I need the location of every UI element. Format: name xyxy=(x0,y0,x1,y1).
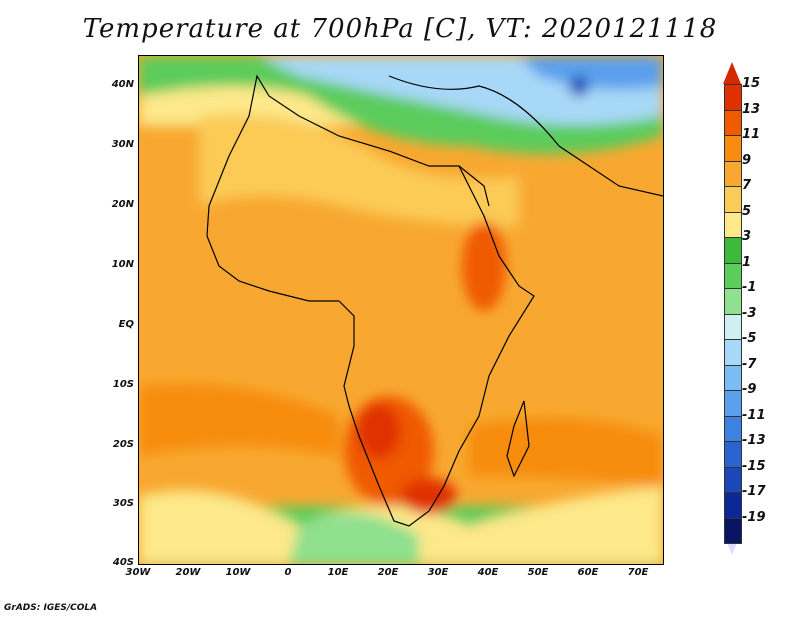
colorbar-swatch xyxy=(724,364,742,391)
colorbar-label: 1 xyxy=(742,254,752,270)
grads-credit: GrADS: IGES/COLA xyxy=(4,603,98,613)
colorbar-label: -5 xyxy=(742,331,757,346)
lon-label: 10W xyxy=(225,567,251,578)
lon-label: 50E xyxy=(527,567,549,578)
temperature-map xyxy=(138,55,664,565)
lat-label: 20N xyxy=(111,199,134,210)
colorbar-label: 9 xyxy=(742,152,752,168)
lat-label: 30S xyxy=(112,498,134,509)
colorbar-swatch xyxy=(724,517,742,544)
colorbar-label: -7 xyxy=(742,356,757,372)
lat-label: 30N xyxy=(111,139,134,150)
lon-label: 30W xyxy=(125,567,151,578)
colorbar-label: -9 xyxy=(742,382,757,397)
colorbar-swatch xyxy=(724,288,742,315)
colorbar-swatch xyxy=(724,466,742,493)
colorbar-label: -15 xyxy=(742,458,766,474)
colorbar-swatch xyxy=(724,109,742,136)
lon-label: 20E xyxy=(377,567,399,578)
colorbar-label: 7 xyxy=(742,178,752,193)
colorbar-swatch xyxy=(724,135,742,162)
lon-label: 60E xyxy=(577,567,599,578)
colorbar-label: 13 xyxy=(742,101,761,117)
colorbar-swatch xyxy=(724,160,742,187)
colorbar-swatch xyxy=(724,415,742,442)
colorbar-swatch xyxy=(724,211,742,238)
colorbar-swatch xyxy=(724,390,742,417)
colorbar-label: -1 xyxy=(742,280,757,295)
lat-label: 20S xyxy=(112,439,134,450)
colorbar-label: 11 xyxy=(742,127,761,142)
colorbar-swatch xyxy=(724,84,742,111)
colorbar-swatch xyxy=(724,339,742,366)
coastlines xyxy=(206,74,663,527)
colorbar-swatch xyxy=(724,186,742,213)
colorbar-label: -17 xyxy=(742,484,766,499)
lat-label: 10N xyxy=(111,259,134,270)
colorbar-swatch xyxy=(724,313,742,340)
lat-label: 40S xyxy=(112,557,134,568)
colorbar-swatch xyxy=(724,441,742,468)
lon-label: 20W xyxy=(175,567,201,578)
lon-label: 0 xyxy=(284,567,292,578)
lat-label: 40N xyxy=(111,79,134,90)
lat-label: EQ xyxy=(118,319,134,330)
lon-label: 10E xyxy=(327,567,349,578)
temperature-field xyxy=(139,56,663,564)
map-title: Temperature at 700hPa [C], VT: 202012111… xyxy=(82,14,718,44)
lon-label: 70E xyxy=(627,567,649,578)
colorbar-swatch xyxy=(724,492,742,519)
colorbar-label: 5 xyxy=(742,203,752,219)
lat-label: 10S xyxy=(112,379,134,390)
colorbar-swatch xyxy=(724,237,742,264)
colorbar-label: 3 xyxy=(742,229,752,244)
lon-label: 30E xyxy=(427,567,449,578)
colorbar-label: -19 xyxy=(742,509,766,525)
colorbar-swatch xyxy=(724,262,742,289)
lon-label: 40E xyxy=(477,567,499,578)
colorbar-label: -13 xyxy=(742,433,766,448)
colorbar-label: -3 xyxy=(742,305,757,321)
colorbar-label: -11 xyxy=(742,407,766,423)
colorbar-over-arrow xyxy=(723,62,741,84)
colorbar-label: 15 xyxy=(742,76,761,91)
